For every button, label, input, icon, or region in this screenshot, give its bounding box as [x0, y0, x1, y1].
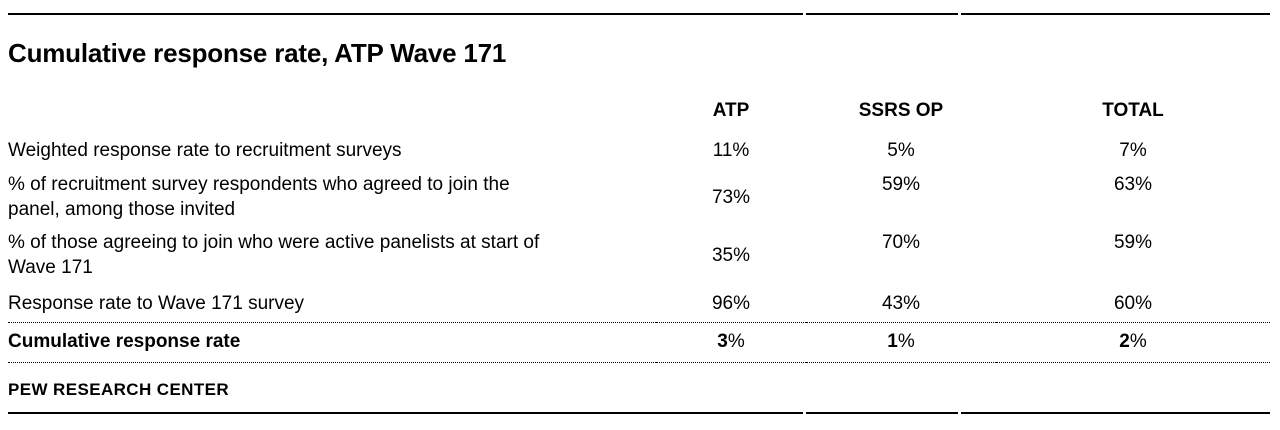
row-label-cell: Response rate to Wave 171 survey	[8, 291, 656, 323]
summary-value-number: 2	[1119, 331, 1130, 352]
column-header-total: TOTAL	[1102, 100, 1164, 121]
value-cell-atp: 35%	[711, 244, 751, 266]
table-row: Weighted response rate to recruitment su…	[8, 127, 1270, 170]
value-cell-total: 63%	[1113, 174, 1153, 195]
value-cell-atp: 11%	[712, 140, 750, 161]
summary-value-ssrs-op: 1%	[806, 322, 996, 363]
header-row: ATP SSRS OP TOTAL	[8, 92, 1270, 127]
summary-value-number: 1	[887, 331, 898, 352]
value-cell-ssrs-op: 70%	[881, 232, 921, 253]
value-cell-ssrs-op: 43%	[881, 293, 921, 314]
summary-row-label: Cumulative response rate	[8, 322, 656, 363]
value-cell-total: 60%	[1113, 293, 1153, 314]
row-label-cell: Weighted response rate to recruitment su…	[8, 127, 656, 170]
summary-value-percent-sign: %	[727, 331, 745, 352]
summary-value-total: 2%	[996, 322, 1270, 363]
value-cell-ssrs-op: 5%	[887, 140, 915, 161]
row-label-line: panel, among those invited	[8, 199, 236, 220]
column-header-ssrs-op: SSRS OP	[858, 100, 944, 121]
row-label-line: % of recruitment survey respondents who …	[8, 174, 510, 195]
value-cell-ssrs-op: 59%	[881, 174, 921, 195]
value-cell-total: 59%	[1113, 232, 1153, 253]
bottom-rule-segment	[806, 412, 958, 414]
top-rule-segment	[8, 13, 803, 15]
row-label-line: Wave 171	[8, 257, 93, 278]
table-row: % of those agreeing to join who were act…	[8, 228, 1270, 291]
value-cell-atp: 96%	[711, 293, 751, 314]
row-label: Weighted response rate to recruitment su…	[8, 140, 402, 161]
bottom-rule	[8, 412, 1270, 414]
page-title: Cumulative response rate, ATP Wave 171	[8, 38, 507, 68]
column-header-atp: ATP	[712, 100, 750, 121]
summary-row: Cumulative response rate 3% 1% 2%	[8, 322, 1270, 363]
bottom-rule-segment	[961, 412, 1270, 414]
bottom-rule-segment	[8, 412, 803, 414]
value-cell-total: 7%	[1119, 140, 1147, 161]
table-row: % of recruitment survey respondents who …	[8, 170, 1270, 228]
summary-value-percent-sign: %	[897, 331, 915, 352]
row-label: Response rate to Wave 171 survey	[8, 293, 305, 314]
value-cell-atp: 73%	[711, 186, 751, 208]
top-rule-segment	[806, 13, 958, 15]
row-label-cell: % of those agreeing to join who were act…	[8, 228, 656, 291]
top-rule	[8, 13, 1270, 15]
table-row: Response rate to Wave 171 survey 96% 43%…	[8, 291, 1270, 323]
header-spacer-cell	[8, 92, 656, 127]
response-rate-table: ATP SSRS OP TOTAL Weighted response rate…	[8, 92, 1270, 363]
pew-research-center-wordmark: PEW RESEARCH CENTER	[8, 380, 230, 399]
summary-value-number: 3	[717, 331, 728, 352]
row-label-cell: % of recruitment survey respondents who …	[8, 170, 656, 228]
summary-value-percent-sign: %	[1129, 331, 1147, 352]
summary-value-atp: 3%	[656, 322, 806, 363]
row-label-line: % of those agreeing to join who were act…	[8, 232, 540, 253]
top-rule-segment	[961, 13, 1270, 15]
